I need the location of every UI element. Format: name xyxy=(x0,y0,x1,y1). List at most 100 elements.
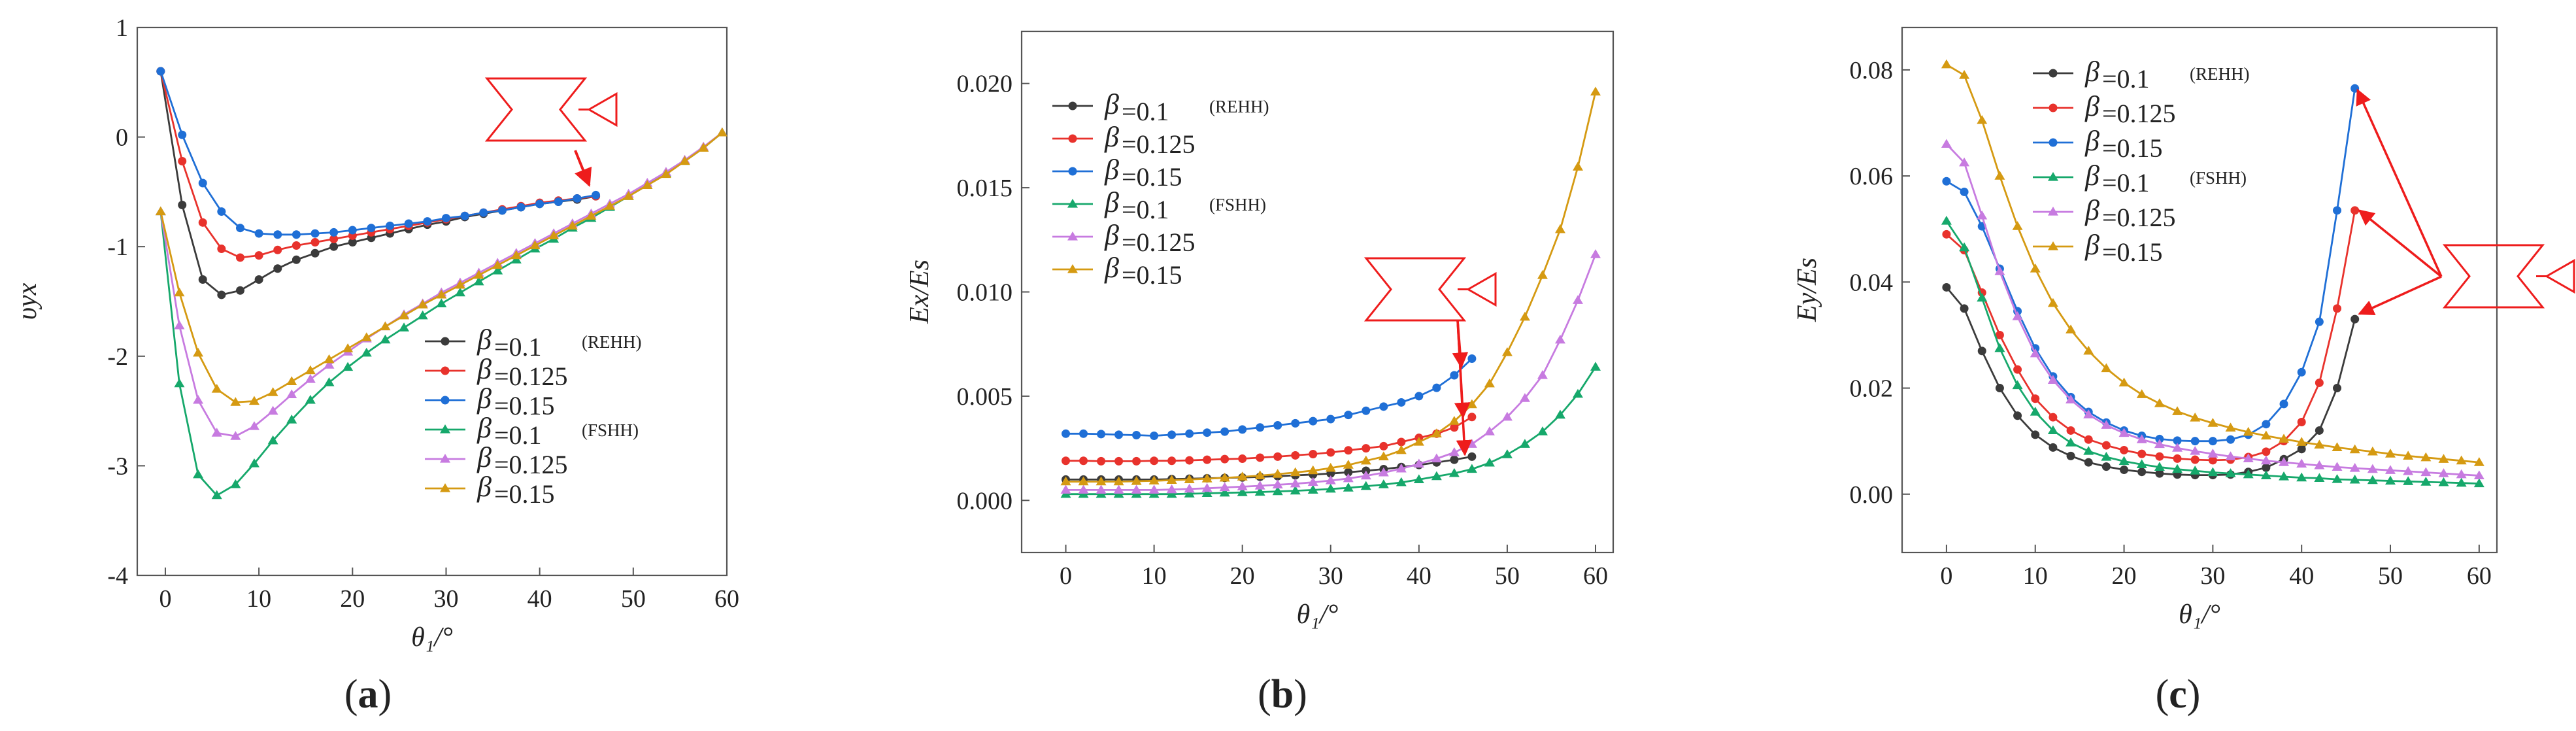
data-point xyxy=(1184,488,1195,498)
data-point xyxy=(1501,347,1513,356)
legend-beta-symbol: β xyxy=(477,471,492,503)
data-point xyxy=(361,332,372,341)
legend-entry: β =0.1 (FSHH) xyxy=(2033,160,2247,197)
x-axis-title: θ₁/° xyxy=(411,622,453,653)
legend-tag: (FSHH) xyxy=(2190,168,2247,188)
y-tick-label: 0.06 xyxy=(1850,163,1894,190)
data-point xyxy=(1378,479,1389,488)
data-point xyxy=(1572,388,1583,398)
data-point xyxy=(423,217,432,226)
data-point xyxy=(1132,431,1141,440)
annotation-arrow xyxy=(574,150,592,187)
data-point xyxy=(2225,451,2236,460)
data-point xyxy=(2349,474,2360,484)
data-point xyxy=(1272,469,1283,478)
data-point xyxy=(1484,378,1495,388)
data-point xyxy=(211,384,222,393)
series-1 xyxy=(1942,206,2360,465)
y-tick-label: 0.005 xyxy=(957,383,1013,411)
data-point xyxy=(273,230,282,239)
data-point xyxy=(2083,446,2094,455)
data-point xyxy=(399,322,410,332)
series-line xyxy=(159,131,723,403)
data-point xyxy=(716,127,728,137)
data-point xyxy=(348,237,357,246)
data-point xyxy=(1501,411,1513,421)
data-point xyxy=(2030,264,2041,273)
data-point xyxy=(248,458,259,468)
legend-entry: β =0.125 xyxy=(2033,90,2176,128)
data-point xyxy=(1941,139,1952,148)
annotation-arrow xyxy=(2358,275,2442,316)
data-point xyxy=(1360,470,1371,480)
data-point xyxy=(2279,471,2290,481)
data-point xyxy=(1450,423,1459,432)
data-point xyxy=(2030,348,2041,358)
data-point xyxy=(2438,454,2449,463)
data-point xyxy=(1396,477,1407,486)
data-point xyxy=(1062,456,1071,466)
data-point xyxy=(1309,416,1318,426)
data-point xyxy=(2332,462,2343,471)
data-point xyxy=(2207,449,2218,458)
legend-value: =0.125 xyxy=(1122,129,1196,159)
data-point xyxy=(2296,472,2307,482)
data-point xyxy=(2047,425,2058,435)
data-point xyxy=(1185,456,1194,465)
legend-value: =0.125 xyxy=(494,362,568,391)
data-point xyxy=(2047,375,2058,384)
data-point xyxy=(2031,430,2040,439)
data-point xyxy=(1450,371,1459,380)
legend-tag: (FSHH) xyxy=(582,420,639,440)
data-point xyxy=(1060,476,1071,486)
data-point xyxy=(2172,443,2183,452)
data-point xyxy=(248,421,259,430)
data-point xyxy=(1220,427,1229,436)
data-point xyxy=(1238,425,1247,434)
data-point xyxy=(211,490,222,500)
data-point xyxy=(2066,437,2077,447)
data-point xyxy=(1572,295,1583,304)
data-point xyxy=(305,365,316,375)
data-point xyxy=(2260,455,2271,465)
data-point xyxy=(2333,384,2342,393)
data-point xyxy=(2297,417,2306,426)
legend-entry: β =0.15 xyxy=(425,382,555,420)
legend-entry: β =0.1 (FSHH) xyxy=(425,412,639,450)
data-point xyxy=(273,245,282,254)
legend-tag: (REHH) xyxy=(582,332,641,352)
data-point xyxy=(248,396,259,405)
data-point xyxy=(1960,187,1969,196)
data-point xyxy=(2155,452,2164,461)
series-5 xyxy=(1060,86,1601,486)
legend-marker xyxy=(1067,264,1078,273)
data-point xyxy=(2297,367,2306,377)
data-point xyxy=(1201,473,1213,483)
data-point xyxy=(454,279,465,289)
data-point xyxy=(1431,428,1442,437)
data-point xyxy=(2208,437,2217,446)
data-point xyxy=(642,180,653,189)
data-point xyxy=(1113,476,1124,486)
series-2 xyxy=(156,67,601,239)
data-point xyxy=(1942,177,1951,186)
data-point xyxy=(1537,269,1548,279)
data-point xyxy=(2101,363,2112,373)
legend-marker xyxy=(441,366,450,375)
data-point xyxy=(2137,449,2147,458)
data-point xyxy=(2279,457,2290,466)
annotation-arrow xyxy=(2356,88,2443,277)
data-point xyxy=(2154,462,2165,471)
data-point xyxy=(380,334,391,344)
legend-entry: β =0.125 xyxy=(425,441,568,479)
data-point xyxy=(2049,413,2058,422)
data-point xyxy=(267,405,278,415)
data-point xyxy=(1942,282,1951,292)
data-point xyxy=(1397,398,1406,407)
x-tick-label: 60 xyxy=(714,585,739,613)
data-point xyxy=(1942,230,1951,239)
legend-tag: (REHH) xyxy=(1209,97,1269,116)
data-point xyxy=(1467,354,1477,364)
series-line xyxy=(1946,63,2479,464)
